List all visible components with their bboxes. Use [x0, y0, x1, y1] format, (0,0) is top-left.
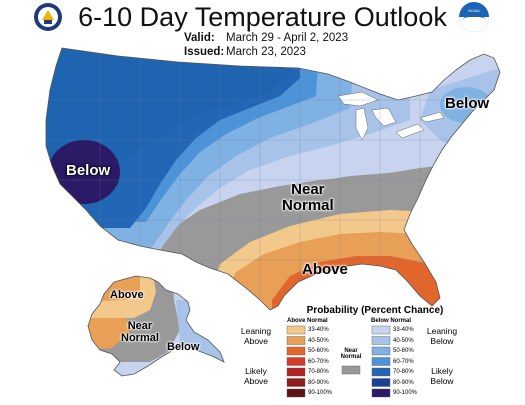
label-alaska-above: Above [110, 289, 144, 301]
valid-label: Valid: [184, 32, 215, 44]
legend-likely-below: Likely Below [430, 366, 454, 386]
legend-below-header: Below Normal [371, 318, 412, 324]
legend-swatch-below-0 [371, 325, 391, 335]
legend-bin-label-above-1: 40-50% [308, 337, 329, 344]
legend-above-header: Above Normal [287, 318, 328, 324]
legend-swatch-below-5 [371, 378, 391, 387]
legend-bin-label-above-5: 80-90% [308, 379, 329, 386]
legend-bin-label-below-1: 40-50% [393, 337, 414, 344]
legend-swatch-above-1 [286, 336, 306, 345]
legend-swatch-above-0 [286, 325, 306, 335]
alaska-outline [87, 275, 225, 377]
legend-swatch-below-1 [371, 336, 391, 345]
conus-outline [45, 47, 501, 311]
great-lakes [337, 91, 445, 141]
issued-label: Issued: [184, 46, 225, 58]
legend-swatch-above-6 [286, 388, 306, 398]
legend-bin-label-below-3: 60-70% [393, 358, 414, 365]
issued-value: March 23, 2023 [226, 46, 306, 58]
legend-bin-label-below-5: 80-90% [393, 379, 414, 386]
doc-seal-icon [34, 3, 62, 31]
legend-bin-label-above-6: 90-100% [308, 390, 333, 396]
legend-bin-label-below-2: 50-60% [393, 348, 414, 354]
legend-bin-label-above-2: 50-60% [308, 348, 329, 354]
label-below-west: Below [66, 162, 111, 179]
label-alaska-below: Below [167, 341, 200, 353]
date-info: Valid: March 29 - April 2, 2023 Issued: Ma… [184, 31, 348, 59]
noaa-logo-icon: NOAA [459, 2, 489, 32]
legend-swatch-below-3 [371, 357, 391, 366]
legend-swatch-below-6 [371, 388, 391, 398]
label-alaska-near-normal: Near Normal [121, 320, 159, 344]
legend-bin-label-below-4: 70-80% [393, 369, 414, 375]
label-near-normal: Near Normal [282, 181, 334, 214]
legend-bin-label-below-0: 33-40% [393, 327, 414, 333]
legend-swatch-above-4 [286, 367, 306, 377]
legend-swatch-above-3 [286, 357, 306, 366]
legend-swatch-below-2 [371, 346, 391, 356]
legend-bin-label-above-3: 60-70% [308, 358, 329, 365]
legend-bin-label-above-4: 70-80% [308, 369, 329, 375]
label-below-northeast: Below [445, 95, 490, 112]
valid-value: March 29 - April 2, 2023 [226, 32, 349, 44]
legend-bin-label-below-6: 90-100% [393, 390, 418, 396]
legend-leaning-above: Leaning Above [240, 326, 272, 346]
legend-likely-above: Likely Above [243, 366, 269, 386]
legend-near-normal: Near Normal [340, 348, 362, 360]
page-title: 6-10 Day Temperature Outlook [78, 2, 447, 32]
state-lines [46, 50, 500, 300]
legend-swatches [286, 325, 391, 398]
legend-swatch-above-2 [286, 346, 306, 356]
legend-swatch-above-5 [286, 378, 306, 387]
label-above-south: Above [302, 261, 348, 278]
legend-bin-label-above-0: 33-40% [308, 327, 329, 333]
svg-text:NOAA: NOAA [468, 8, 480, 13]
near-normal-swatch [341, 365, 361, 375]
legend-leaning-below: Leaning Below [426, 326, 458, 346]
legend-title: Probability (Percent Chance) [306, 305, 444, 316]
legend-swatch-below-4 [371, 367, 391, 377]
